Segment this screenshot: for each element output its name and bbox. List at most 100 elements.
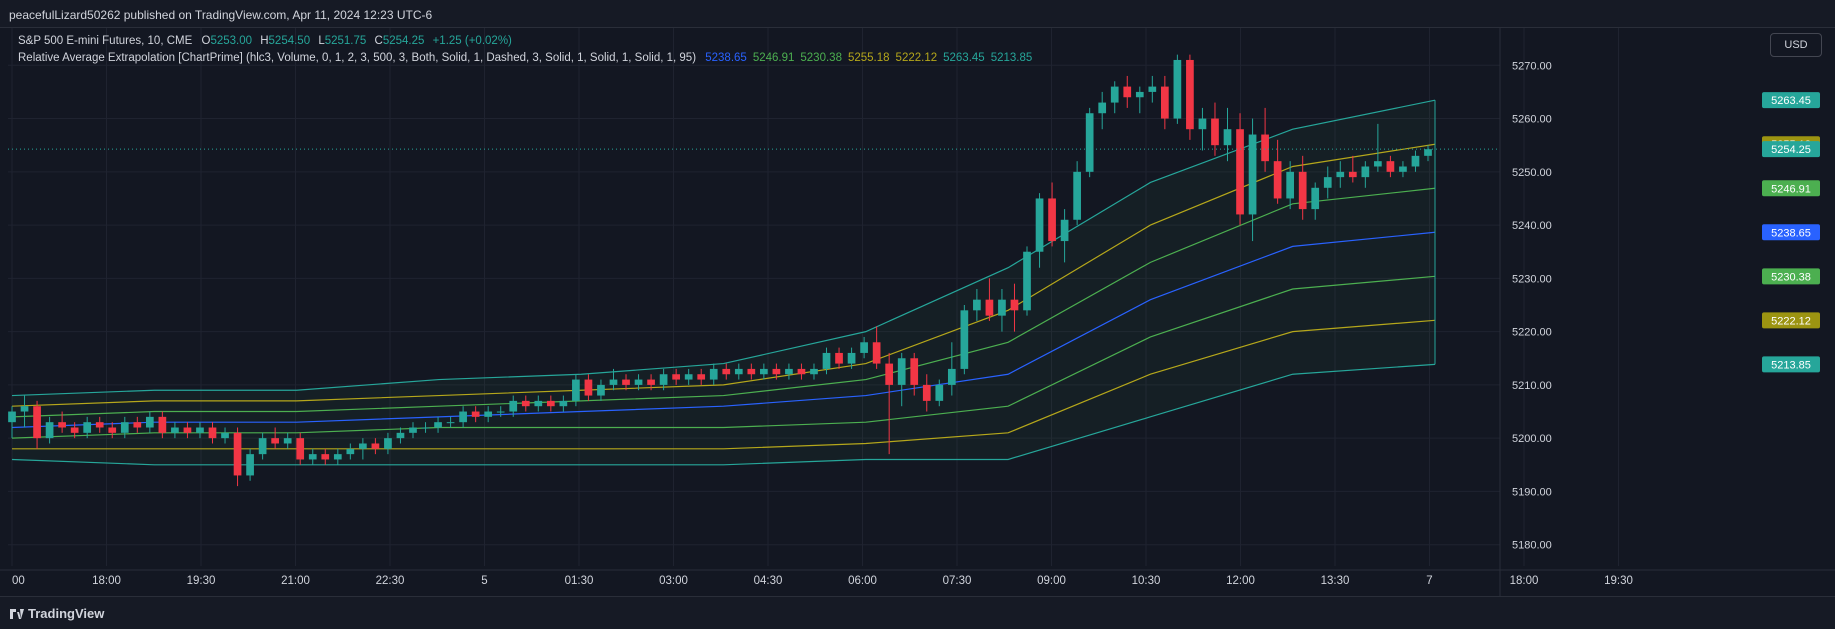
- candle: [384, 438, 392, 449]
- currency-button[interactable]: USD: [1770, 33, 1822, 57]
- candle: [597, 384, 605, 396]
- candle: [1123, 86, 1132, 98]
- candle: [8, 411, 16, 423]
- candle: [772, 368, 781, 375]
- change-value: +1.25 (+0.02%): [432, 35, 512, 47]
- candle: [1198, 118, 1207, 130]
- band-line: [12, 319, 1436, 450]
- candle: [1186, 59, 1194, 130]
- indicator-value: 5238.65: [705, 52, 747, 64]
- price-label: 5263.45: [1771, 95, 1811, 107]
- high-value: 5254.50: [268, 35, 311, 47]
- time-tick-label: 19:30: [1604, 575, 1633, 587]
- time-tick-label: 5: [481, 575, 487, 587]
- candle: [672, 374, 680, 380]
- candle: [421, 427, 430, 429]
- candle: [496, 411, 505, 413]
- time-tick-label: 7: [1426, 575, 1432, 587]
- indicator-value: 5263.45: [943, 52, 985, 64]
- candle: [1399, 166, 1407, 172]
- candle: [321, 454, 330, 460]
- candle: [509, 400, 518, 412]
- candle: [1336, 171, 1345, 178]
- time-tick-label: 10:30: [1132, 575, 1161, 587]
- price-label: 5230.38: [1771, 271, 1811, 283]
- candle: [973, 299, 981, 311]
- price-label: 5254.25: [1771, 144, 1811, 156]
- candle: [709, 368, 718, 380]
- candle: [584, 379, 593, 396]
- price-label-bg: [1762, 141, 1820, 158]
- time-tick-label: 09:00: [1037, 575, 1066, 587]
- candle: [734, 368, 743, 375]
- indicator-legend[interactable]: Relative Average Extrapolation [ChartPri…: [18, 52, 1032, 64]
- band-line: [11, 275, 1436, 439]
- indicator-value: 5255.18: [847, 52, 890, 64]
- candle: [208, 427, 217, 439]
- candle: [58, 422, 66, 428]
- band-line: [11, 187, 1436, 418]
- candle: [760, 368, 768, 375]
- time-tick-label: 04:30: [754, 575, 783, 587]
- candle: [1236, 129, 1244, 215]
- candle: [359, 443, 367, 449]
- price-tick-label: 5210.00: [1512, 380, 1552, 392]
- price-label-bg: [1762, 312, 1820, 329]
- candle: [1361, 166, 1370, 178]
- candle: [634, 379, 643, 385]
- candle: [1323, 177, 1332, 188]
- candle: [1173, 59, 1182, 119]
- candle: [308, 454, 317, 460]
- price-label: 5222.12: [1771, 315, 1811, 327]
- candle: [1060, 219, 1069, 242]
- candle: [1298, 171, 1307, 210]
- candle: [1010, 299, 1019, 311]
- candle: [998, 299, 1006, 316]
- indicator-value: 5246.91: [752, 52, 795, 64]
- candle: [785, 368, 793, 375]
- candle: [221, 432, 229, 439]
- price-tick-label: 5230.00: [1512, 273, 1552, 285]
- time-tick-label: 07:30: [943, 575, 972, 587]
- symbol-legend[interactable]: S&P 500 E-mini Futures, 10, CME O5253.00…: [18, 35, 512, 47]
- symbol-name[interactable]: S&P 500 E-mini Futures, 10, CME: [18, 35, 193, 47]
- candle: [33, 406, 41, 439]
- candle: [1073, 171, 1081, 220]
- candle: [133, 422, 142, 428]
- time-tick-label: 01:30: [565, 575, 594, 587]
- price-label-bg: [1762, 92, 1820, 109]
- price-label: 5238.65: [1771, 227, 1811, 239]
- candle: [810, 368, 818, 375]
- candle: [684, 374, 693, 380]
- open-label: O: [201, 35, 211, 47]
- candle: [1135, 91, 1144, 98]
- indicator-name[interactable]: Relative Average Extrapolation [ChartPri…: [18, 52, 697, 64]
- brand-name: TradingView: [28, 606, 105, 621]
- candle: [1048, 198, 1056, 242]
- candle: [120, 422, 129, 433]
- chart-area[interactable]: 5180.00 5190.00 5200.00 5210.00 5220.00 5230.…: [0, 28, 1835, 596]
- price-tick-label: 5240.00: [1512, 220, 1552, 232]
- low-label: L: [318, 35, 325, 47]
- price-tick-label: 5250.00: [1512, 167, 1552, 179]
- time-tick-label: 18:00: [92, 575, 121, 587]
- high-label: H: [260, 35, 269, 47]
- candle: [45, 422, 54, 439]
- candle: [1148, 86, 1157, 92]
- price-tick-label: 5270.00: [1512, 60, 1552, 72]
- candle: [271, 438, 280, 444]
- price-tick-label: 5180.00: [1512, 540, 1552, 552]
- price-label-bg: [1762, 356, 1820, 373]
- band-line: [11, 99, 1436, 397]
- time-tick-label: 13:30: [1321, 575, 1350, 587]
- candle: [233, 432, 242, 476]
- candle: [1223, 129, 1232, 146]
- candle: [409, 427, 417, 433]
- candle: [797, 368, 806, 375]
- price-tick-label: 5200.00: [1512, 433, 1552, 445]
- tradingview-logo[interactable]: TradingView: [10, 606, 104, 621]
- price-label: 5213.85: [1771, 359, 1811, 371]
- publish-line: peacefulLizard50262 published on Trading…: [9, 8, 433, 22]
- candle: [922, 384, 931, 401]
- candle: [1160, 86, 1169, 119]
